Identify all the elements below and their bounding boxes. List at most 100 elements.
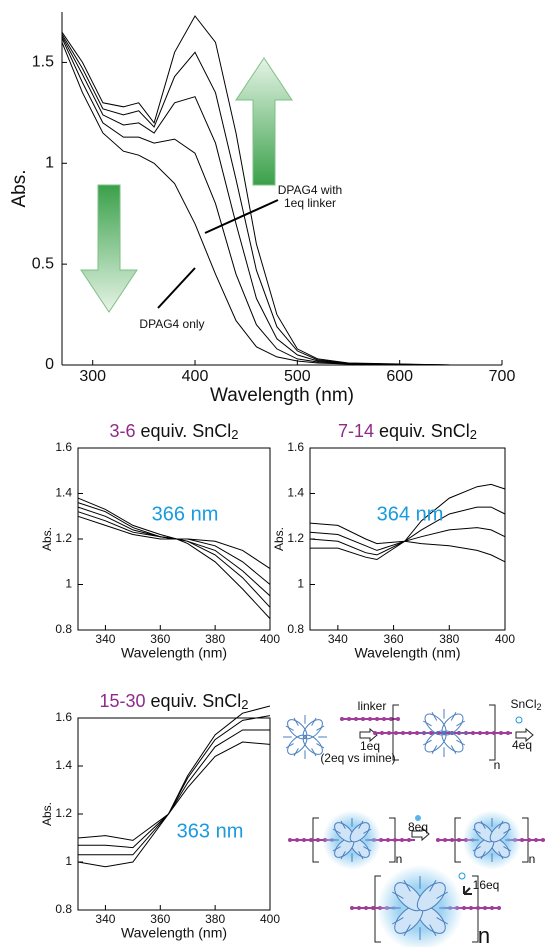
spectrum-line <box>77 515 271 570</box>
branch <box>480 820 486 829</box>
branch <box>332 828 341 834</box>
branch <box>285 725 294 731</box>
x-tick-label: 360 <box>150 912 170 926</box>
title-part: 2 <box>231 427 238 442</box>
branch <box>358 820 364 829</box>
scheme-label: 8eq <box>408 820 428 834</box>
y-tick-label: 1.2 <box>287 531 304 545</box>
branch <box>293 748 299 757</box>
x-axis-label: Wavelength (nm) <box>121 645 227 661</box>
x-tick-label: 380 <box>439 632 459 646</box>
reagent-part: SnCl <box>510 697 536 711</box>
dendron <box>424 713 447 736</box>
branch <box>498 820 504 829</box>
branch <box>332 846 341 852</box>
dendron <box>287 734 308 755</box>
linker-bead <box>527 838 531 842</box>
branch <box>429 880 437 892</box>
title-part: 15-30 <box>100 691 146 711</box>
y-tick-label: 1.2 <box>55 806 72 820</box>
scheme-label: n <box>529 852 536 866</box>
linker-bead <box>387 731 391 735</box>
title-part: equiv. SnCl <box>374 421 470 441</box>
step-arrow <box>411 826 430 842</box>
x-axis-label: Wavelength (nm) <box>121 925 227 941</box>
branch <box>498 851 504 860</box>
linker-bead <box>364 906 368 910</box>
linker-bead <box>368 717 372 721</box>
linker-bead <box>485 731 489 735</box>
x-tick-label: 340 <box>95 912 115 926</box>
linker-bead <box>347 717 351 721</box>
spectrum-line <box>61 15 502 366</box>
step-arrow <box>515 727 534 743</box>
branch <box>450 711 457 721</box>
linker-bead <box>490 906 494 910</box>
title-part: equiv. SnCl <box>146 691 242 711</box>
linker-bead <box>375 717 379 721</box>
x-tick-label: 700 <box>489 368 516 385</box>
x-tick-label: 600 <box>386 368 413 385</box>
branch <box>403 924 411 936</box>
linker-bead <box>401 731 405 735</box>
linker-bead <box>408 731 412 735</box>
spectrum-line <box>77 741 271 841</box>
branch <box>363 846 372 852</box>
x-axis-label: Wavelength (nm) <box>210 385 354 406</box>
x-tick-label: 400 <box>260 632 280 646</box>
branch <box>311 717 317 726</box>
linker-bead <box>302 838 306 842</box>
branch <box>503 828 512 834</box>
branch <box>358 851 364 860</box>
scheme-label: n <box>494 758 501 772</box>
x-tick-label: 300 <box>79 368 106 385</box>
linker-bead <box>354 717 358 721</box>
y-tick-label: 1.6 <box>55 710 72 724</box>
scheme-label: 16eq <box>473 878 500 892</box>
spectrum-line <box>77 705 271 868</box>
y-tick-label: 1.4 <box>55 758 72 772</box>
branch <box>285 743 294 749</box>
title-part: 2 <box>241 697 248 712</box>
linker-bead <box>506 731 510 735</box>
branch <box>480 851 486 860</box>
branch <box>450 745 457 755</box>
annotation: DPAG4 only <box>139 317 204 331</box>
linker-bead <box>350 906 354 910</box>
branch <box>392 891 404 899</box>
branch <box>403 880 411 892</box>
chart: 340 360 380 400 0.8 1 1.2 1.4 1.6 Wavelength (nm)… <box>40 421 280 661</box>
linker-bead <box>361 717 365 721</box>
branch <box>436 891 448 899</box>
x-tick-label: 500 <box>284 368 311 385</box>
chart-title: 15-30 equiv. SnCl2 <box>100 691 249 713</box>
tin-ion <box>515 716 523 724</box>
x-tick-label: 380 <box>205 632 225 646</box>
linker-bead <box>469 906 473 910</box>
x-tick-label: 400 <box>495 632 515 646</box>
scheme-label: n <box>396 852 403 866</box>
spectrum-line <box>78 715 271 856</box>
title-part: 7-14 <box>338 421 374 441</box>
branch <box>363 828 372 834</box>
y-axis-label: Abs. <box>40 802 54 826</box>
branch <box>436 917 448 925</box>
x-tick-label: 400 <box>260 912 280 926</box>
linker-bead <box>382 717 386 721</box>
annotation: 364 nm <box>377 503 444 525</box>
x-tick-label: 380 <box>205 912 225 926</box>
linker-bead <box>436 838 440 842</box>
spectrum-line <box>310 483 506 561</box>
branch <box>340 851 346 860</box>
y-tick-label: 0.8 <box>55 902 72 916</box>
y-tick-label: 1.4 <box>287 486 304 500</box>
linker-bead <box>499 731 503 735</box>
linker-bead <box>394 731 398 735</box>
annotation: DPAG4 with <box>278 183 342 197</box>
linker-bead <box>450 838 454 842</box>
linker-bead <box>389 717 393 721</box>
annotation: 366 nm <box>152 503 219 525</box>
dendron <box>441 713 464 736</box>
x-tick-label: 340 <box>95 632 115 646</box>
